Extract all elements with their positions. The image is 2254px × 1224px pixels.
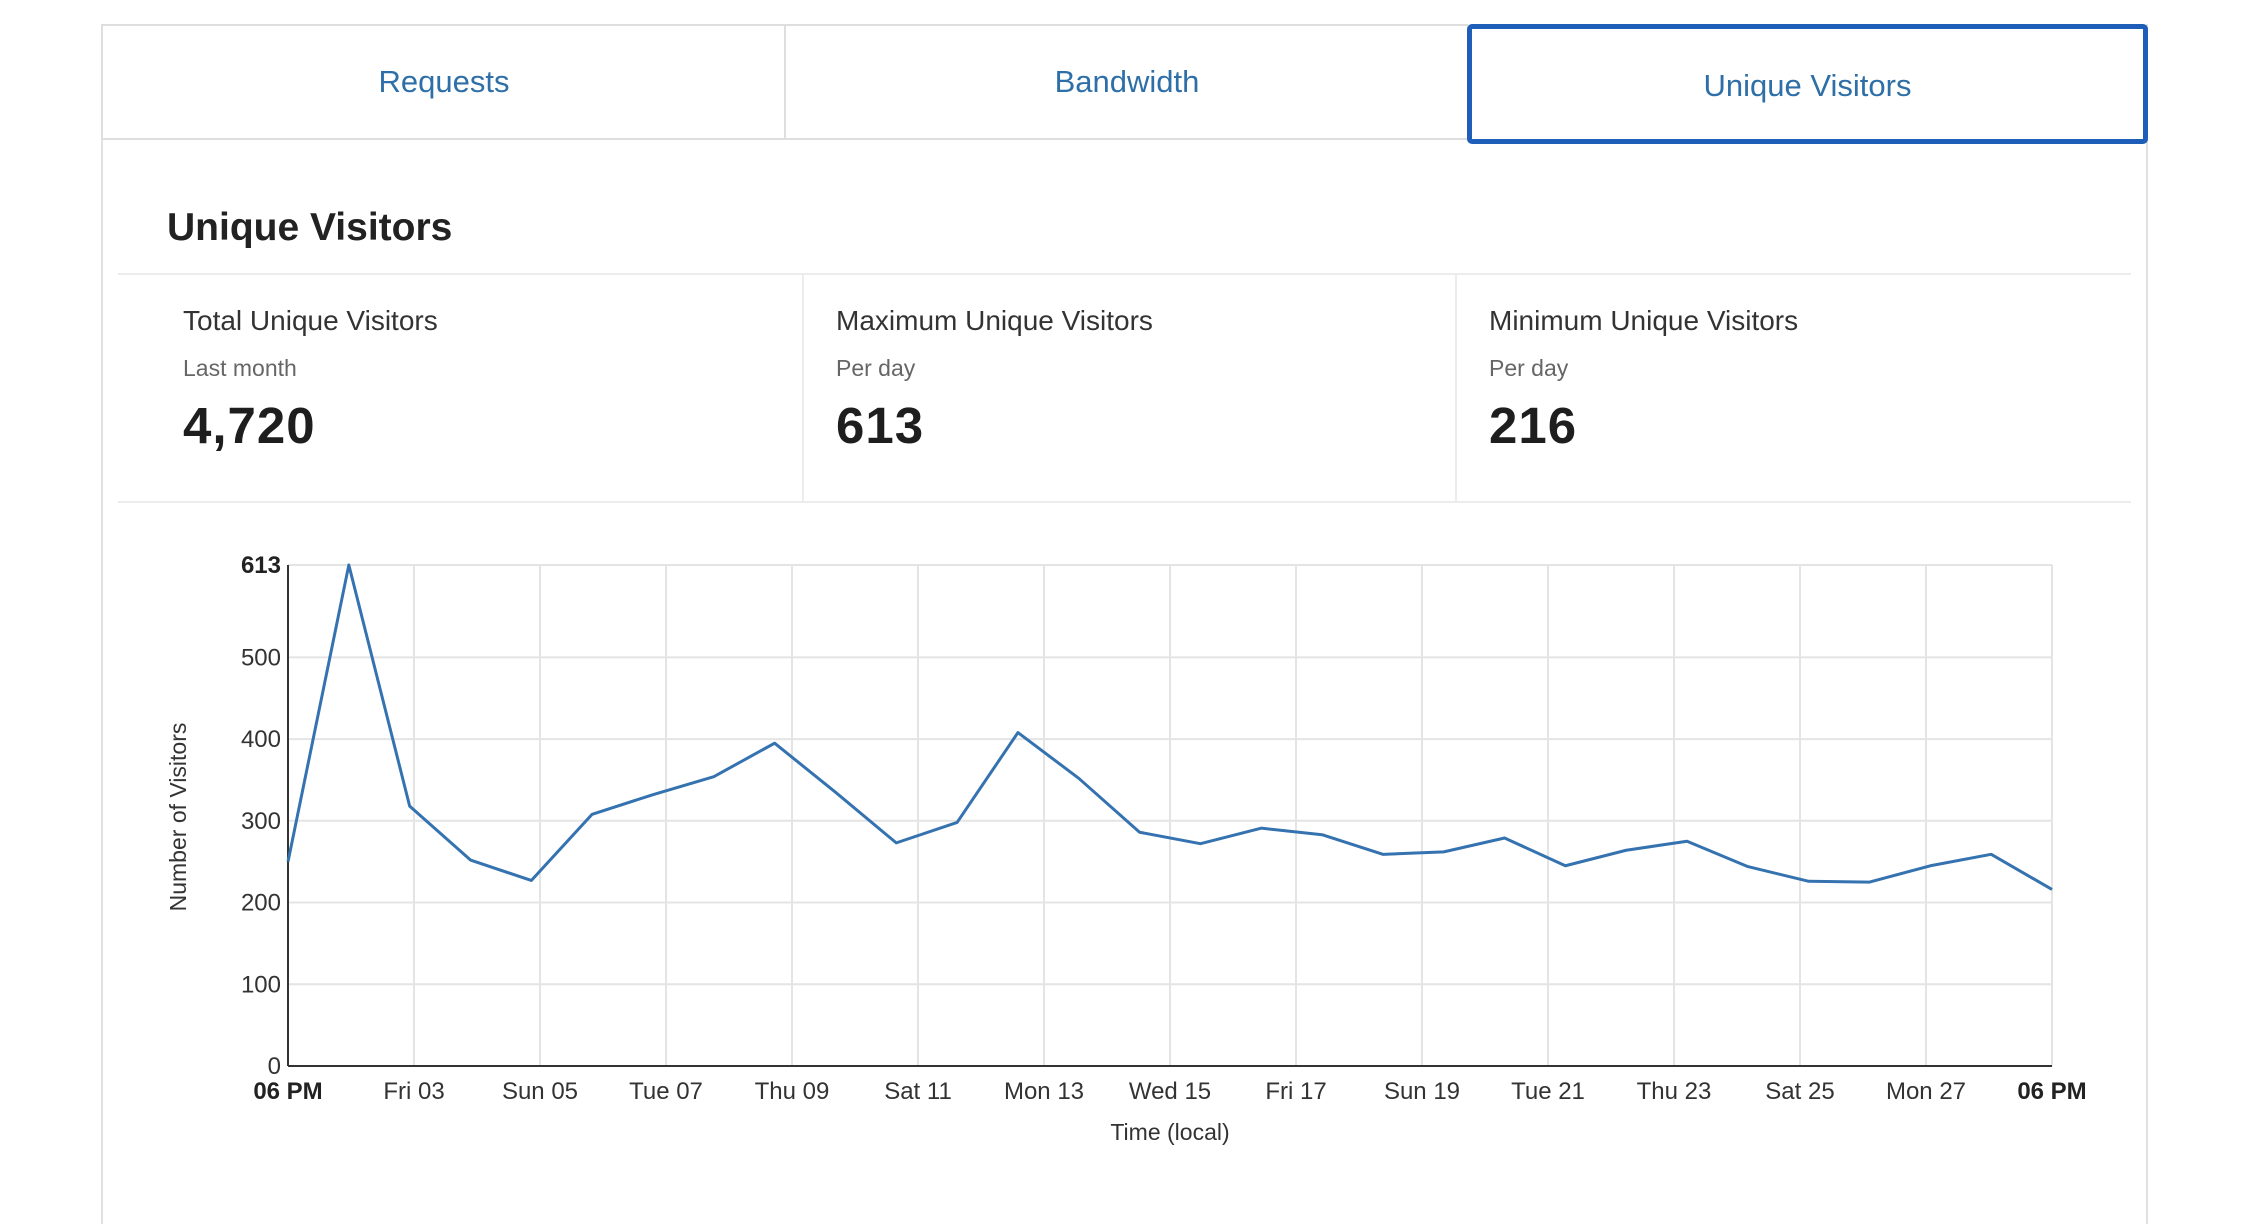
x-tick-label: Fri 17 xyxy=(1265,1078,1326,1105)
y-tick-label: 0 xyxy=(268,1053,281,1080)
chart-ticks: 0 100 200 300 400 500 613 06 PM Fri 03 Sun 05 Tue … xyxy=(241,552,2087,1105)
x-tick-label: Tue 21 xyxy=(1511,1078,1585,1105)
x-tick-label: 06 PM xyxy=(253,1078,322,1105)
x-tick-label: Thu 09 xyxy=(755,1078,830,1105)
x-tick-label: Mon 27 xyxy=(1886,1078,1966,1105)
x-tick-label: Wed 15 xyxy=(1129,1078,1211,1105)
x-tick-label: Thu 23 xyxy=(1637,1078,1712,1105)
y-tick-label: 400 xyxy=(241,726,281,753)
x-tick-label: Tue 07 xyxy=(629,1078,703,1105)
y-axis-title: Number of Visitors xyxy=(165,723,191,912)
x-tick-label: Mon 13 xyxy=(1004,1078,1084,1105)
y-tick-label: 500 xyxy=(241,644,281,671)
y-tick-label: 100 xyxy=(241,971,281,998)
y-tick-label: 300 xyxy=(241,808,281,835)
x-tick-label: Fri 03 xyxy=(383,1078,444,1105)
x-tick-label: Sun 05 xyxy=(502,1078,578,1105)
x-tick-label: Sun 19 xyxy=(1384,1078,1460,1105)
chart-grid xyxy=(288,565,2052,1066)
x-tick-label: 06 PM xyxy=(2017,1078,2086,1105)
x-tick-label: Sat 11 xyxy=(884,1078,952,1105)
y-tick-label: 613 xyxy=(241,552,281,579)
x-tick-label: Sat 25 xyxy=(1765,1078,1834,1105)
x-axis-title: Time (local) xyxy=(1110,1119,1229,1145)
y-tick-label: 200 xyxy=(241,890,281,917)
